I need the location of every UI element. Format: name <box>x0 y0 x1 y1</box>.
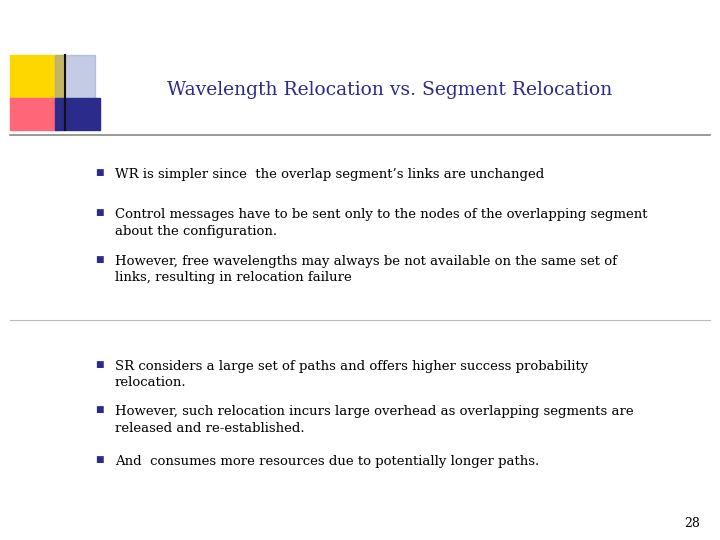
Text: SR considers a large set of paths and offers higher success probability
relocati: SR considers a large set of paths and of… <box>115 360 588 389</box>
Bar <box>55 55 95 100</box>
Text: ■: ■ <box>95 168 104 177</box>
Text: 28: 28 <box>684 517 700 530</box>
Text: However, free wavelengths may always be not available on the same set of
links, : However, free wavelengths may always be … <box>115 255 617 285</box>
Bar <box>10 98 60 130</box>
Text: ■: ■ <box>95 405 104 414</box>
Text: ■: ■ <box>95 208 104 217</box>
Text: However, such relocation incurs large overhead as overlapping segments are
relea: However, such relocation incurs large ov… <box>115 405 634 435</box>
Text: And  consumes more resources due to potentially longer paths.: And consumes more resources due to poten… <box>115 455 539 468</box>
Text: ■: ■ <box>95 455 104 464</box>
Bar <box>55 98 100 130</box>
Text: Wavelength Relocation vs. Segment Relocation: Wavelength Relocation vs. Segment Reloca… <box>167 81 613 99</box>
Bar <box>10 55 65 100</box>
Text: ■: ■ <box>95 255 104 264</box>
Text: WR is simpler since  the overlap segment’s links are unchanged: WR is simpler since the overlap segment’… <box>115 168 544 181</box>
Text: ■: ■ <box>95 360 104 369</box>
Text: Control messages have to be sent only to the nodes of the overlapping segment
ab: Control messages have to be sent only to… <box>115 208 647 238</box>
